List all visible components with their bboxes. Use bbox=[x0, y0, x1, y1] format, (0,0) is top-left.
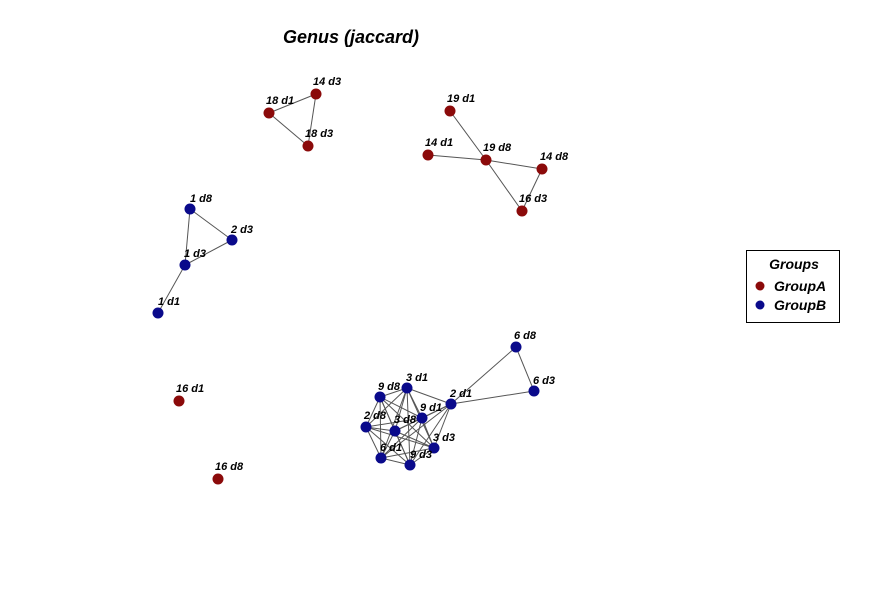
node-19-d8[interactable] bbox=[480, 154, 492, 166]
edge-19-d8-to-16-d3 bbox=[485, 159, 523, 212]
node-14-d8[interactable] bbox=[536, 163, 548, 175]
edge-2-d3-to-1-d3 bbox=[184, 239, 233, 266]
node-16-d1[interactable] bbox=[173, 395, 185, 407]
node-label-6-d3: 6 d3 bbox=[533, 375, 555, 387]
node-2-d8[interactable] bbox=[360, 421, 372, 433]
node-9-d8[interactable] bbox=[374, 391, 386, 403]
node-label-3-d3: 3 d3 bbox=[433, 432, 455, 444]
edge-19-d8-to-14-d8 bbox=[485, 159, 543, 170]
edge-layer bbox=[157, 93, 543, 466]
node-label-9-d3: 9 d3 bbox=[410, 449, 432, 461]
edge-14-d3-to-18-d3 bbox=[307, 93, 317, 147]
edge-1-d3-to-1-d1 bbox=[157, 264, 186, 314]
node-16-d8[interactable] bbox=[212, 473, 224, 485]
node-3-d8[interactable] bbox=[389, 425, 401, 437]
node-3-d3[interactable] bbox=[428, 442, 440, 454]
edge-9-d8-to-9-d1 bbox=[379, 396, 423, 419]
node-label-1-d3: 1 d3 bbox=[184, 248, 206, 260]
edge-14-d8-to-16-d3 bbox=[521, 168, 543, 212]
legend-title: Groups bbox=[769, 256, 819, 272]
node-1-d8[interactable] bbox=[184, 203, 196, 215]
edge-9-d1-to-2-d8 bbox=[365, 417, 423, 428]
node-label-19-d8: 19 d8 bbox=[483, 142, 512, 154]
node-label-18-d1: 18 d1 bbox=[266, 95, 294, 107]
node-label-1-d8: 1 d8 bbox=[190, 193, 213, 205]
node-label-18-d3: 18 d3 bbox=[305, 128, 333, 140]
node-layer: 18 d1 14 d3 18 d3 19 d1 14 d1 19 d8 14 d8 16 d3… bbox=[152, 76, 569, 485]
edge-2-d1-to-3-d1 bbox=[406, 387, 452, 405]
node-label-16-d1: 16 d1 bbox=[176, 383, 204, 395]
node-label-14-d3: 14 d3 bbox=[313, 76, 341, 88]
node-label-19-d1: 19 d1 bbox=[447, 93, 475, 105]
edge-2-d8-to-3-d3 bbox=[365, 426, 435, 449]
node-1-d1[interactable] bbox=[152, 307, 164, 319]
node-label-1-d1: 1 d1 bbox=[158, 296, 180, 308]
edge-3-d3-to-6-d1 bbox=[380, 447, 435, 459]
edge-3-d1-to-2-d8 bbox=[365, 387, 408, 428]
edge-6-d8-to-2-d1 bbox=[450, 346, 517, 405]
edge-9-d8-to-6-d1 bbox=[379, 396, 382, 459]
edge-1-d8-to-2-d3 bbox=[189, 208, 233, 241]
node-18-d1[interactable] bbox=[263, 107, 275, 119]
edge-18-d1-to-14-d3 bbox=[268, 93, 317, 114]
node-label-2-d1: 2 d1 bbox=[449, 388, 472, 400]
legend: Groups GroupA GroupB bbox=[746, 250, 840, 323]
diagram-title: Genus (jaccard) bbox=[283, 27, 419, 47]
node-label-2-d8: 2 d8 bbox=[363, 410, 387, 422]
node-16-d3[interactable] bbox=[516, 205, 528, 217]
legend-label-groupb: GroupB bbox=[774, 297, 826, 313]
edge-6-d3-to-2-d1 bbox=[450, 390, 535, 405]
node-label-6-d8: 6 d8 bbox=[514, 330, 537, 342]
node-9-d1[interactable] bbox=[416, 412, 428, 424]
edge-14-d1-to-19-d8 bbox=[427, 154, 487, 161]
node-6-d3[interactable] bbox=[528, 385, 540, 397]
node-18-d3[interactable] bbox=[302, 140, 314, 152]
node-2-d3[interactable] bbox=[226, 234, 238, 246]
node-label-14-d8: 14 d8 bbox=[540, 151, 569, 163]
node-14-d3[interactable] bbox=[310, 88, 322, 100]
edge-6-d8-to-6-d3 bbox=[515, 346, 535, 392]
node-19-d1[interactable] bbox=[444, 105, 456, 117]
legend-marker-groupa bbox=[755, 281, 765, 291]
node-label-16-d3: 16 d3 bbox=[519, 193, 547, 205]
node-label-14-d1: 14 d1 bbox=[425, 137, 453, 149]
edge-9-d8-to-2-d8 bbox=[365, 396, 381, 428]
edge-2-d1-to-3-d3 bbox=[433, 403, 452, 449]
node-label-9-d8: 9 d8 bbox=[378, 381, 401, 393]
node-label-3-d8: 3 d8 bbox=[394, 414, 417, 426]
node-label-3-d1: 3 d1 bbox=[406, 372, 428, 384]
edge-1-d8-to-1-d3 bbox=[184, 208, 191, 266]
node-9-d3[interactable] bbox=[404, 459, 416, 471]
edge-2-d8-to-6-d1 bbox=[365, 426, 382, 459]
node-label-6-d1: 6 d1 bbox=[380, 442, 402, 454]
edge-19-d1-to-19-d8 bbox=[449, 110, 487, 161]
edge-3-d8-to-3-d3 bbox=[394, 430, 435, 449]
edge-18-d1-to-18-d3 bbox=[268, 112, 309, 147]
node-14-d1[interactable] bbox=[422, 149, 434, 161]
node-label-9-d1: 9 d1 bbox=[420, 402, 442, 414]
edge-3-d1-to-3-d8 bbox=[394, 387, 408, 432]
edge-9-d1-to-9-d3 bbox=[409, 417, 423, 466]
node-label-2-d3: 2 d3 bbox=[230, 224, 253, 236]
node-3-d1[interactable] bbox=[401, 382, 413, 394]
edge-2-d8-to-9-d3 bbox=[365, 426, 411, 466]
node-1-d3[interactable] bbox=[179, 259, 191, 271]
legend-marker-groupb bbox=[755, 300, 765, 310]
edge-2-d1-to-9-d3 bbox=[409, 403, 452, 466]
node-6-d8[interactable] bbox=[510, 341, 522, 353]
node-6-d1[interactable] bbox=[375, 452, 387, 464]
edge-3-d8-to-9-d3 bbox=[394, 430, 411, 466]
legend-label-groupa: GroupA bbox=[774, 278, 826, 294]
node-2-d1[interactable] bbox=[445, 398, 457, 410]
node-label-16-d8: 16 d8 bbox=[215, 461, 244, 473]
